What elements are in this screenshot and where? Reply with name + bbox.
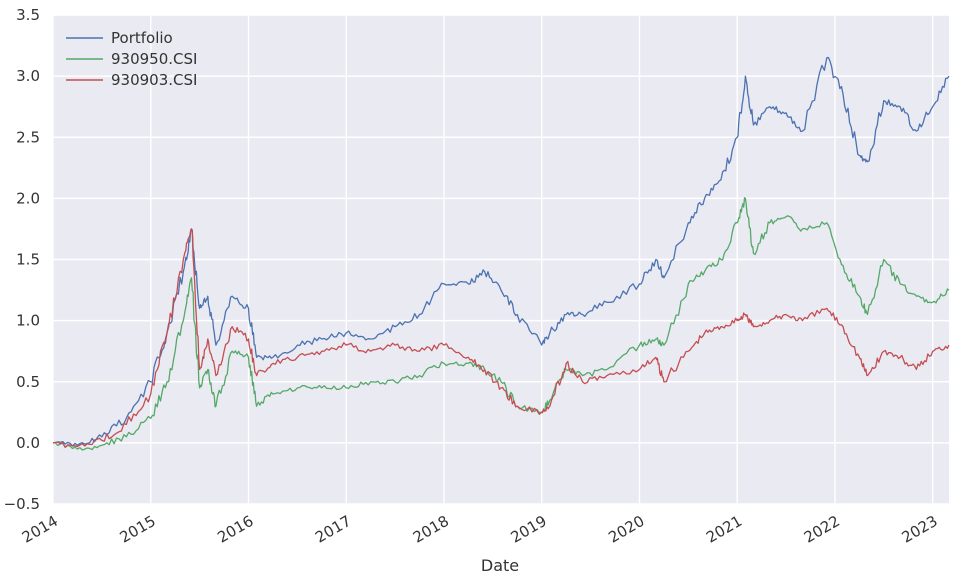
y-tick-label: 2.5 — [16, 128, 40, 146]
y-tick-label: 0.0 — [16, 434, 40, 452]
series-line-2 — [52, 228, 950, 448]
y-tick-label: −0.5 — [4, 495, 40, 513]
x-tick-label: 2022 — [801, 512, 843, 547]
y-tick-label: 0.5 — [16, 373, 40, 391]
x-tick-label: 2017 — [312, 512, 354, 547]
y-tick-label: 3.0 — [16, 67, 40, 85]
x-tick-label: 2016 — [214, 512, 256, 547]
x-tick-label: 2020 — [605, 512, 647, 547]
y-tick-label: 2.0 — [16, 189, 40, 207]
legend-label: 930903.CSI — [111, 71, 197, 89]
legend: Portfolio 930950.CSI 930903.CSI — [66, 29, 197, 89]
y-tick-labels: −0.5 0.0 0.5 1.0 1.5 2.0 2.5 3.0 3.5 — [4, 6, 40, 513]
x-tick-label: 2015 — [117, 512, 159, 547]
y-tick-label: 1.0 — [16, 312, 40, 330]
x-tick-label: 2021 — [703, 512, 745, 547]
x-tick-labels: 2014 2015 2016 2017 2018 2019 2020 2021 2022 2023 — [19, 512, 941, 547]
x-tick-label: 2019 — [508, 512, 550, 547]
legend-label: 930950.CSI — [111, 50, 197, 68]
x-tick-label: 2023 — [899, 512, 941, 547]
y-tick-label: 1.5 — [16, 251, 40, 269]
x-tick-label: 2018 — [410, 512, 452, 547]
x-axis-title: Date — [481, 556, 519, 575]
legend-label: Portfolio — [111, 29, 173, 47]
y-tick-label: 3.5 — [16, 6, 40, 24]
series-line-0 — [52, 56, 950, 447]
x-tick-label: 2014 — [19, 512, 61, 547]
series-layer — [52, 56, 950, 451]
